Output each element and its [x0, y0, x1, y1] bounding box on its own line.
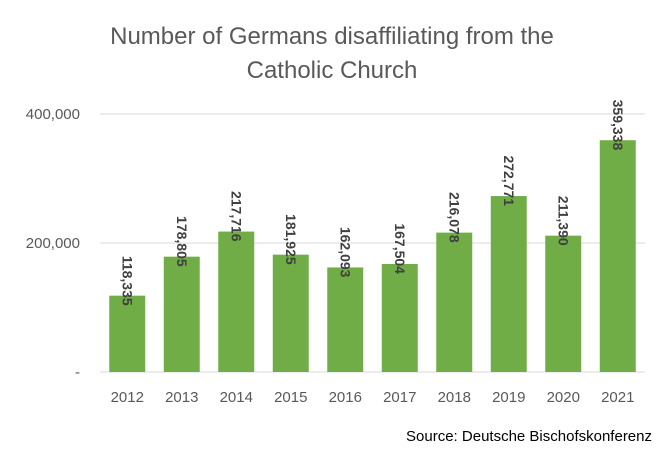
data-label: 272,771	[501, 155, 517, 206]
bar	[436, 232, 473, 372]
bar	[109, 295, 146, 372]
source-note: Source: Deutsche Bischofskonferenz	[406, 428, 652, 445]
data-label: 217,716	[228, 191, 244, 242]
x-tick-label: 2012	[111, 389, 144, 406]
y-tick-label: 400,000	[26, 106, 80, 123]
data-label: 181,925	[283, 214, 299, 265]
data-label: 178,805	[174, 216, 190, 267]
y-axis-ticks: - 200,000 400,000	[26, 106, 80, 381]
x-tick-label: 2020	[547, 389, 580, 406]
x-tick-label: 2014	[220, 389, 253, 406]
data-label: 216,078	[446, 192, 462, 243]
x-tick-label: 2019	[492, 389, 525, 406]
x-tick-label: 2013	[165, 389, 198, 406]
chart-title-line-2: Catholic Church	[247, 57, 418, 84]
data-label: 359,338	[610, 100, 626, 151]
bar	[327, 267, 364, 372]
bar	[163, 256, 200, 372]
data-label: 118,335	[119, 256, 135, 306]
bar	[490, 196, 527, 372]
data-label: 162,093	[337, 227, 353, 278]
data-label: 167,504	[392, 223, 408, 274]
bar	[599, 140, 636, 372]
data-labels: 118,335 178,805 217,716 181,925 162,093 167,5…	[119, 100, 626, 306]
bars	[109, 140, 636, 372]
x-tick-label: 2017	[383, 389, 416, 406]
chart-title-line-1: Number of Germans disaffiliating from th…	[110, 23, 554, 50]
data-label: 211,390	[555, 196, 571, 246]
y-tick-label: -	[75, 364, 80, 381]
bar	[218, 231, 255, 372]
y-tick-label: 200,000	[26, 235, 80, 252]
x-axis-ticks: 2012 2013 2014 2015 2016 2017 2018 2019 2020 2021	[111, 389, 635, 406]
x-tick-label: 2021	[601, 389, 634, 406]
x-tick-label: 2015	[274, 389, 307, 406]
bar	[381, 263, 418, 372]
x-tick-label: 2016	[329, 389, 362, 406]
x-tick-label: 2018	[438, 389, 471, 406]
bar	[545, 235, 582, 372]
bar	[272, 254, 309, 372]
